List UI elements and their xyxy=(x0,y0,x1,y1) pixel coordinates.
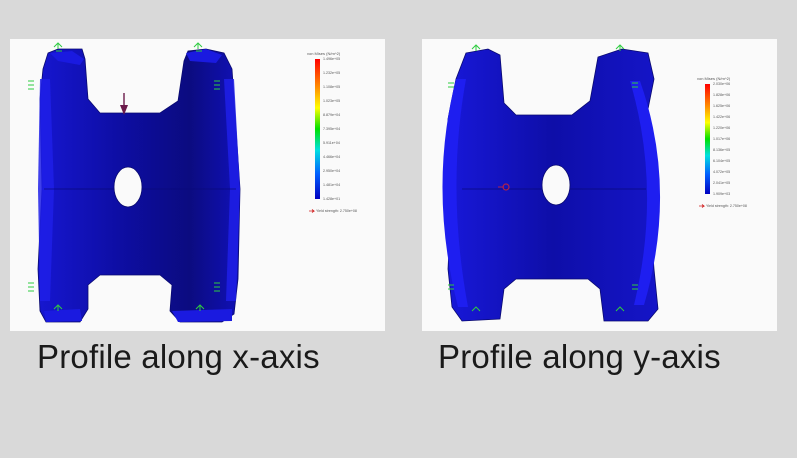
fixture-markers xyxy=(448,44,638,312)
legend-tick-label: 1.909e+03 xyxy=(713,192,730,196)
caption-y-axis: Profile along y-axis xyxy=(438,338,721,375)
legend-tick-label: 1.232e+05 xyxy=(323,71,340,75)
legend-title: von Mises (N/m^2) xyxy=(697,76,731,81)
legend-tick-label: 8.879e+04 xyxy=(323,113,340,117)
legend-tick-label: 1.017e+06 xyxy=(713,137,730,141)
caption-x-axis: Profile along x-axis xyxy=(37,338,320,375)
legend-tick-label: 1.481e+04 xyxy=(323,183,340,187)
yield-arrow xyxy=(309,209,316,213)
bulge-left xyxy=(442,79,468,307)
stress-legend: von Mises (N/m^2)2.030e+06 1.828e+06 1.625… xyxy=(697,76,747,208)
legend-tick-label: 4.072e+05 xyxy=(713,170,730,174)
load-arrow-head xyxy=(120,105,128,115)
legend-colorbar xyxy=(315,59,320,199)
legend-tick-label: 8.136e+05 xyxy=(713,148,730,152)
stress-plot-y: von Mises (N/m^2)2.030e+06 1.828e+06 1.625… xyxy=(442,44,747,322)
yield-arrow xyxy=(699,204,706,208)
flange-bottom-left xyxy=(44,309,82,322)
legend-tick-label: 2.950e+04 xyxy=(323,169,340,173)
legend-tick-label: 1.422e+06 xyxy=(713,115,730,119)
legend-title: von Mises (N/m^2) xyxy=(307,51,341,56)
legend-tick-label: 1.828e+06 xyxy=(713,93,730,97)
legend-tick-label: 1.625e+06 xyxy=(713,104,730,108)
legend-tick-label: 1.023e+05 xyxy=(323,99,340,103)
flange-bottom-right xyxy=(172,309,232,322)
legend-tick-label: 5.911e+04 xyxy=(323,141,340,145)
legend-tick-label: 1.428e+01 xyxy=(323,197,340,201)
legend-tick-label: 4.466e+04 xyxy=(323,155,340,159)
legend-tick-label: 1.108e+05 xyxy=(323,85,340,89)
simulation-panel-x: von Mises (N/m^2) 1.496e+05 1.232e+05 1.108… xyxy=(10,39,385,331)
bulge-right xyxy=(630,81,661,305)
center-hole xyxy=(541,164,571,206)
legend-tick-label: 1.496e+05 xyxy=(323,57,340,61)
simulation-panel-y: von Mises (N/m^2) 2.030e+06 1.828e+06 1.625… xyxy=(422,39,777,331)
side-lip-left xyxy=(38,79,54,301)
legend-tick-label: 2.030e+06 xyxy=(713,82,730,86)
yield-strength-label: Yield strength: 2.750e+08 xyxy=(706,204,747,208)
legend-tick-label: 1.220e+06 xyxy=(713,126,730,130)
legend-tick-label: 2.041e+05 xyxy=(713,181,730,185)
flange-top-right xyxy=(186,49,222,63)
fixture-markers xyxy=(28,42,220,311)
yield-strength-label: Yield strength: 2.750e+08 xyxy=(316,209,357,213)
side-lip-right xyxy=(224,79,240,301)
legend-tick-label: 7.395e+04 xyxy=(323,127,340,131)
legend-tick-label: 6.104e+05 xyxy=(713,159,730,163)
center-hole xyxy=(113,166,143,208)
stress-plot-x: von Mises (N/m^2)1.496e+05 1.232e+05 1.108… xyxy=(28,42,357,323)
flange-top-left xyxy=(50,51,84,65)
stress-legend: von Mises (N/m^2)1.496e+05 1.232e+05 1.108… xyxy=(307,51,357,213)
legend-colorbar xyxy=(705,84,710,194)
